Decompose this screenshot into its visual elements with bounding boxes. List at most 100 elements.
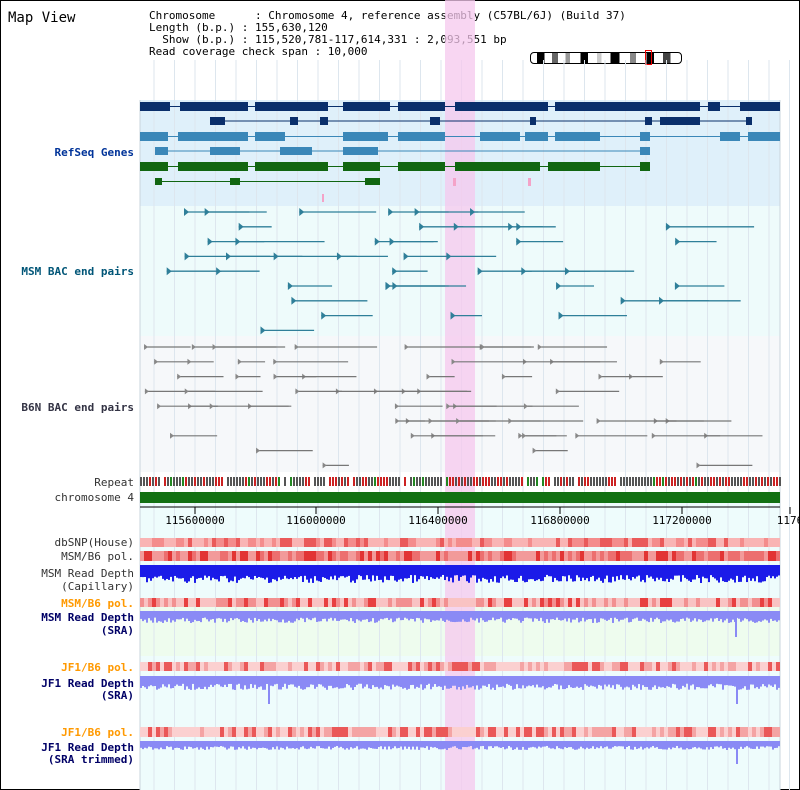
msm-b6-pol-cell (472, 551, 476, 561)
dbsnp-cell (196, 538, 200, 547)
jf1-b6-pol-cell (268, 662, 272, 671)
msm-bac-end-arrow (183, 208, 189, 216)
jf1-b6-pol-cell (412, 662, 416, 671)
msm-bac-end-arrow (450, 311, 456, 320)
msm-sra-depth-bar (460, 611, 462, 622)
jf1-b6-pol-cell (308, 727, 312, 737)
msm-capillary-depth-bar (688, 565, 690, 581)
msm-sra-depth-bar (742, 611, 744, 621)
dbsnp-cell (396, 538, 400, 547)
jf1-sra-depth-bar (622, 676, 624, 690)
jf1-trimmed-depth-bar (632, 741, 634, 750)
msm-capillary-depth-bar (478, 565, 480, 579)
jf1-b6-pol-cell (552, 727, 556, 737)
track-label-jf1-depth-sra[interactable]: JF1 Read Depth (41, 677, 134, 690)
msm-capillary-depth-bar (564, 565, 566, 577)
repeat-element (773, 477, 775, 486)
dbsnp-cell (432, 538, 436, 547)
msm-capillary-depth-bar (368, 565, 370, 580)
msm-b6-pol-cell (588, 551, 592, 561)
jf1-b6-pol-cell (520, 727, 524, 737)
msm-sra-depth-bar (228, 611, 230, 622)
msm-b6-pol-cell (532, 551, 536, 561)
msm-b6-pol-cell (392, 598, 396, 607)
jf1-sra-depth-bar (366, 676, 368, 685)
jf1-trimmed-depth-bar (524, 741, 526, 750)
msm-capillary-depth-bar (698, 565, 700, 579)
repeat-element (698, 477, 700, 486)
jf1-sra-depth-bar (148, 676, 150, 687)
msm-capillary-depth-bar (598, 565, 600, 578)
jf1-trimmed-depth-bar (486, 741, 488, 750)
jf1-b6-pol-cell (508, 662, 512, 671)
jf1-trimmed-depth-bar (598, 741, 600, 749)
msm-b6-pol-cell (552, 598, 556, 607)
msm-capillary-depth-bar (152, 565, 154, 579)
jf1-b6-pol-cell (680, 662, 684, 671)
msm-b6-pol-cell (412, 551, 416, 561)
msm-b6-pol-cell (324, 598, 328, 607)
jf1-trimmed-depth-bar (736, 741, 738, 764)
msm-sra-depth-bar (716, 611, 718, 618)
msm-sra-depth-bar (302, 611, 304, 619)
msm-sra-depth-bar (260, 611, 262, 622)
msm-b6-pol-cell (316, 551, 320, 561)
track-label-msm-b6-pol-1[interactable]: MSM/B6 pol. (61, 550, 134, 563)
track-label-chromosome[interactable]: chromosome 4 (54, 491, 134, 504)
track-label-msm-depth-sra[interactable]: MSM Read Depth (41, 611, 134, 624)
track-label-refseq[interactable]: RefSeq Genes (54, 146, 134, 159)
jf1-trimmed-depth-bar (234, 741, 236, 750)
msm-sra-depth-bar (242, 611, 244, 622)
jf1-b6-pol-cell (332, 727, 336, 737)
msm-capillary-depth-bar (712, 565, 714, 578)
track-label-jf1-depth-trimmed[interactable]: JF1 Read Depth (41, 741, 134, 754)
jf1-trimmed-depth-bar (216, 741, 218, 747)
jf1-trimmed-depth-bar (426, 741, 428, 747)
msm-sra-depth-bar (332, 611, 334, 621)
track-label-msm-bac[interactable]: MSM BAC end pairs (21, 265, 134, 278)
chromosome-ideogram[interactable] (530, 52, 682, 64)
jf1-sra-depth-bar (398, 676, 400, 687)
jf1-trimmed-depth-bar (732, 741, 734, 748)
jf1-sra-depth-bar (616, 676, 618, 685)
msm-b6-pol-cell (236, 551, 240, 561)
msm-sra-depth-bar (238, 611, 240, 620)
msm-capillary-depth-bar (738, 565, 740, 582)
track-label-msm-b6-pol-2[interactable]: MSM/B6 pol. (61, 597, 134, 610)
jf1-trimmed-depth-bar (266, 741, 268, 749)
track-label-jf1-b6-pol-1[interactable]: JF1/B6 pol. (61, 661, 134, 674)
msm-sra-depth-bar (756, 611, 758, 623)
refseq-gene-exon (155, 147, 168, 155)
msm-sra-depth-bar (362, 611, 364, 620)
msm-capillary-depth-bar (288, 565, 290, 580)
msm-b6-pol-cell (228, 598, 232, 607)
jf1-sra-depth-bar (192, 676, 194, 684)
msm-capillary-depth-bar (702, 565, 704, 577)
jf1-b6-pol-cell (436, 662, 440, 671)
msm-capillary-depth-bar (600, 565, 602, 581)
track-label-jf1-b6-pol-2[interactable]: JF1/B6 pol. (61, 726, 134, 739)
jf1-sra-depth-bar (390, 676, 392, 690)
msm-sra-depth-bar (648, 611, 650, 623)
jf1-sra-depth-bar (590, 676, 592, 686)
msm-capillary-depth-bar (502, 565, 504, 577)
msm-b6-pol-cell (332, 598, 336, 607)
jf1-trimmed-depth-bar (652, 741, 654, 747)
jf1-trimmed-depth-bar (570, 741, 572, 748)
jf1-trimmed-depth-bar (322, 741, 324, 749)
jf1-trimmed-depth-bar (326, 741, 328, 749)
msm-capillary-depth-bar (178, 565, 180, 579)
msm-b6-pol-cell (152, 598, 156, 607)
track-label-msm-depth-capillary[interactable]: MSM Read Depth (41, 567, 134, 580)
track-label-b6n-bac[interactable]: B6N BAC end pairs (21, 401, 134, 414)
track-label-dbsnp[interactable]: dbSNP(House) (54, 536, 134, 549)
jf1-sra-depth-bar (524, 676, 526, 689)
jf1-b6-pol-cell (720, 727, 724, 737)
jf1-b6-pol-cell (296, 727, 300, 737)
msm-sra-depth-bar (246, 611, 248, 623)
jf1-sra-depth-bar (528, 676, 530, 686)
repeat-element (533, 477, 535, 486)
jf1-b6-pol-cell (692, 662, 696, 671)
track-label-repeat[interactable]: Repeat (94, 476, 134, 489)
